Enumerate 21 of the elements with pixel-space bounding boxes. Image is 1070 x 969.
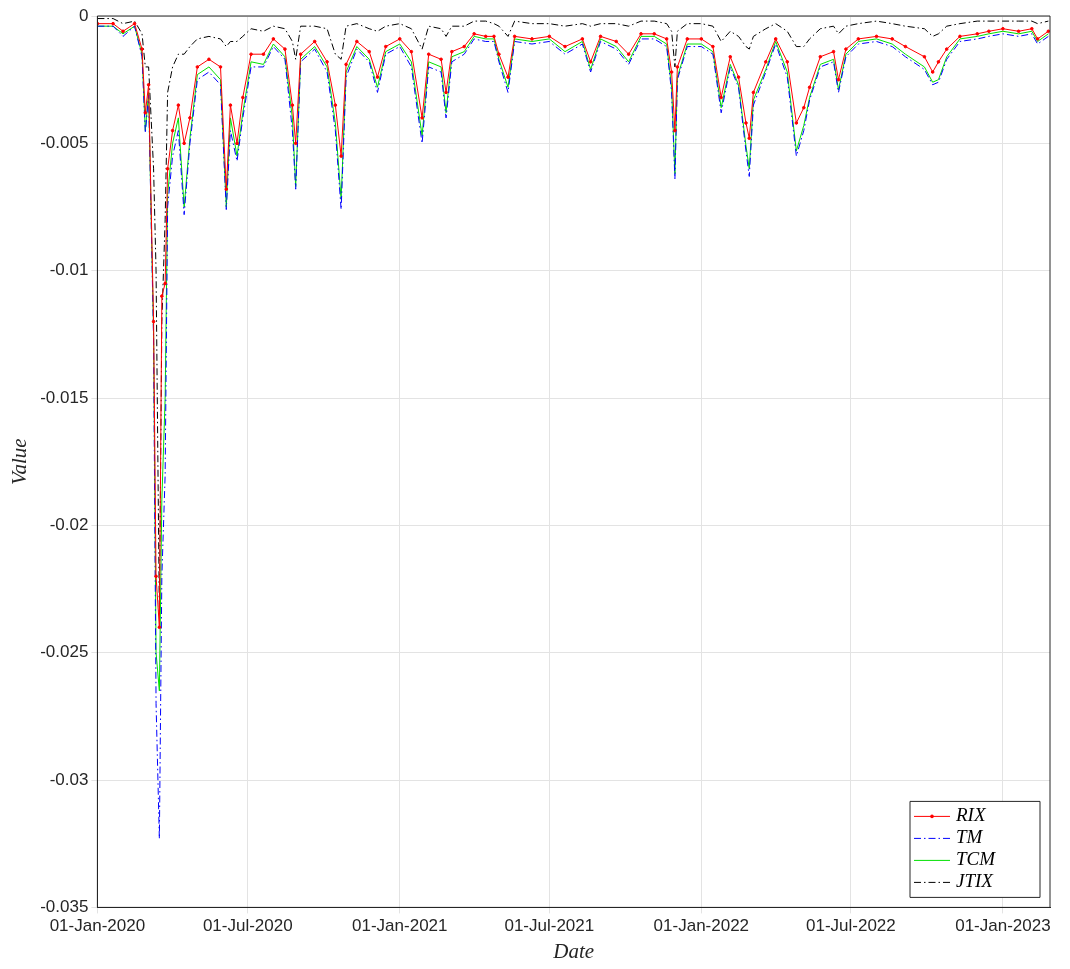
legend-label: TCM xyxy=(956,848,997,870)
x-tick-label: 01-Jan-2020 xyxy=(49,916,146,936)
y-axis-title: Value xyxy=(7,438,32,486)
x-tick-label: 01-Jan-2022 xyxy=(653,916,750,936)
x-tick-label: 01-Jul-2020 xyxy=(202,916,293,936)
x-tick-label: 01-Jan-2023 xyxy=(955,916,1051,936)
y-tick-label: -0.035 xyxy=(40,897,89,917)
y-tick-label: 0 xyxy=(78,5,89,25)
legend-label: RIX xyxy=(955,804,987,826)
y-tick-label: -0.005 xyxy=(40,133,89,153)
y-tick-label: -0.025 xyxy=(40,642,89,662)
y-tick-label: -0.01 xyxy=(49,260,89,280)
legend-label: JTIX xyxy=(956,870,995,892)
y-tick-label: -0.015 xyxy=(40,387,89,407)
x-tick-label: 01-Jul-2021 xyxy=(504,916,595,936)
y-tick-label: -0.02 xyxy=(49,515,89,535)
x-tick-label: 01-Jul-2022 xyxy=(806,916,896,936)
x-axis-title: Date xyxy=(552,938,595,963)
x-tick-label: 01-Jan-2021 xyxy=(352,916,448,936)
y-tick-label: -0.03 xyxy=(49,769,89,789)
legend-label: TM xyxy=(956,826,984,848)
